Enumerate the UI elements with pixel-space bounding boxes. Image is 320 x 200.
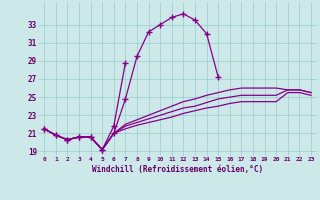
X-axis label: Windchill (Refroidissement éolien,°C): Windchill (Refroidissement éolien,°C) [92,165,263,174]
